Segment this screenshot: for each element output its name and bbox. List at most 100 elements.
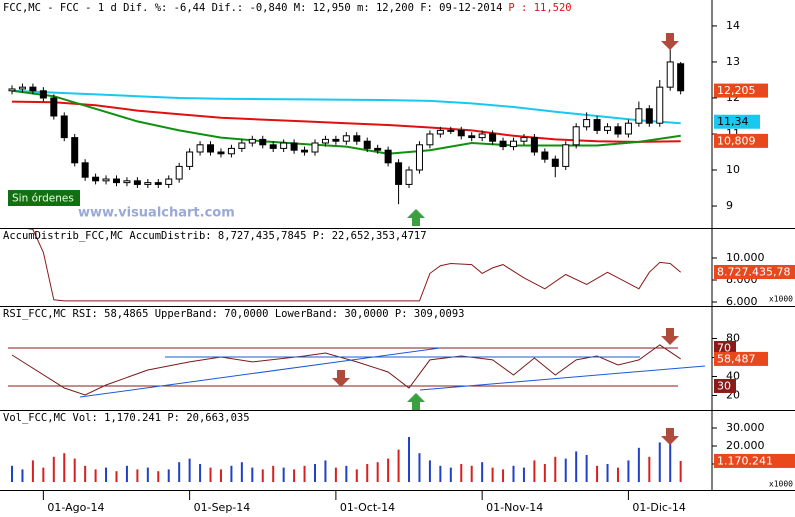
- volume-bar: [199, 464, 202, 483]
- candle-body: [604, 126, 612, 131]
- series-line: [11, 89, 681, 125]
- volume-bar: [272, 465, 275, 483]
- y-tick-label: 9: [726, 199, 733, 212]
- volume-bar: [491, 467, 494, 483]
- candle-body: [395, 162, 403, 185]
- candle-body: [290, 142, 298, 151]
- sell-arrow: [661, 428, 679, 445]
- volume-bar: [366, 464, 369, 483]
- volume-bar: [11, 465, 14, 483]
- x-tick-label: 01-Ago-14: [47, 501, 104, 514]
- x-tick-label: 01-Nov-14: [486, 501, 543, 514]
- candle-body: [520, 137, 528, 142]
- x-tick-label: 01-Dic-14: [632, 501, 686, 514]
- volume-bar: [125, 465, 128, 483]
- volume-bar: [324, 460, 327, 483]
- value-box: [714, 264, 795, 279]
- volume-bar: [209, 467, 212, 483]
- volume-bar: [564, 458, 567, 483]
- candle-body: [144, 182, 152, 185]
- y-tick-label: 6.000: [726, 295, 758, 308]
- candle-body: [175, 165, 183, 180]
- candle-body: [677, 63, 685, 92]
- volume-bar: [428, 460, 431, 483]
- candle-body: [39, 90, 47, 99]
- volume-bar: [554, 456, 557, 483]
- volume-bar: [512, 465, 515, 483]
- volume-bar: [669, 440, 672, 483]
- candle-body: [572, 126, 580, 146]
- series-line: [11, 344, 681, 396]
- value-box-label: 8.727.435,78: [717, 265, 790, 278]
- sell-arrow: [332, 370, 350, 387]
- candle-body: [436, 129, 444, 135]
- volume-bar: [52, 456, 55, 483]
- panel: [27, 229, 682, 302]
- header: FCC,MC - FCC - 1 d Dif. %: -6,44 Dif.: -…: [3, 2, 502, 14]
- value-box: [714, 453, 795, 468]
- value-box-label: 70: [717, 341, 731, 354]
- candle-body: [541, 151, 549, 160]
- volume-bar: [596, 465, 599, 483]
- volume-bar: [355, 469, 358, 483]
- candle-body: [50, 97, 58, 117]
- candle-body: [227, 147, 235, 155]
- volume-bar: [648, 456, 651, 483]
- candle-body: [562, 144, 570, 167]
- volume-bar: [679, 460, 682, 483]
- value-box-label: 30: [717, 379, 731, 392]
- candle-body: [468, 135, 476, 139]
- candle-body: [614, 126, 622, 135]
- volume-bar: [387, 458, 390, 483]
- candle-body: [363, 140, 371, 149]
- candle-body: [301, 149, 309, 153]
- candle-body: [321, 138, 329, 144]
- candle-body: [311, 142, 319, 153]
- panel-title: FCC,MC - FCC - 1 d Dif. %: -6,44 Dif.: -…: [3, 2, 572, 14]
- volume-bar: [94, 469, 97, 483]
- candle-body: [457, 129, 465, 137]
- candle-body: [165, 178, 173, 185]
- candle-body: [426, 133, 434, 146]
- candle-body: [447, 129, 455, 132]
- volume-bar: [345, 465, 348, 483]
- candle-body: [593, 119, 601, 131]
- y-tick-label: 30.000: [726, 421, 765, 434]
- candle-body: [384, 149, 392, 164]
- trend-line: [419, 365, 706, 391]
- candle-body: [489, 133, 497, 142]
- volume-bar: [230, 465, 233, 483]
- volume-bar: [334, 467, 337, 483]
- candle-body: [123, 180, 131, 184]
- candle-body: [530, 137, 538, 153]
- value-box: [714, 83, 768, 98]
- volume-bar: [408, 437, 411, 483]
- candle-body: [280, 142, 288, 149]
- volume-bar: [533, 460, 536, 483]
- volume-bar: [418, 453, 421, 483]
- value-box-label: 11,34: [717, 115, 749, 128]
- volume-bar: [627, 460, 630, 483]
- value-box: [714, 114, 760, 129]
- volume-bar: [606, 464, 609, 483]
- volume-bar: [115, 471, 118, 483]
- candle-body: [92, 176, 100, 182]
- volume-bar: [167, 469, 170, 483]
- candle-body: [499, 140, 507, 148]
- y-tick-label: 13: [726, 55, 740, 68]
- candle-body: [60, 115, 68, 139]
- series-line: [11, 100, 681, 143]
- unit-note: x1000: [769, 295, 793, 304]
- volume-bar: [439, 465, 442, 483]
- volume-bar: [73, 458, 76, 483]
- volume-bar: [178, 462, 181, 483]
- volume-bar: [105, 467, 108, 483]
- volume-bar: [460, 464, 463, 483]
- candle-body: [583, 119, 591, 128]
- volume-bar: [585, 455, 588, 483]
- volume-bar: [470, 465, 473, 483]
- value-box-label: 58,487: [717, 352, 756, 365]
- header-price: P : 11,520: [508, 2, 571, 14]
- volume-bar: [157, 471, 160, 483]
- panel-title: AccumDistrib_FCC,MC AccumDistrib: 8,727,…: [3, 230, 427, 242]
